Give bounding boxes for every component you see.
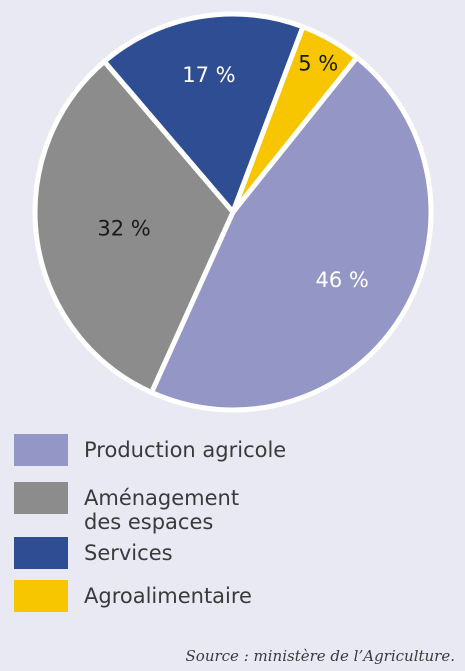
legend-swatch <box>14 482 68 514</box>
slice-label-services: 17 % <box>182 63 235 87</box>
legend-swatch <box>14 537 68 569</box>
slice-label-amenagement-des-espaces: 32 % <box>97 216 150 240</box>
legend-label-line: Agroalimentaire <box>84 584 252 608</box>
legend-item-production-agricole: Production agricole <box>14 434 286 466</box>
legend-label-line: des espaces <box>84 510 214 534</box>
pie-chart: 46 % 32 % 17 % 5 % <box>32 11 434 413</box>
legend-label-line: Production agricole <box>84 438 287 462</box>
legend-item-amenagement-des-espaces: Aménagement des espaces <box>14 482 239 534</box>
legend-label-line: Aménagement <box>84 486 240 510</box>
slice-services <box>101 11 306 215</box>
slice-amenagement-des-espaces <box>32 58 236 395</box>
source-note: Source : ministère de l’Agriculture. <box>185 647 455 665</box>
legend-label: Production agricole <box>84 438 286 462</box>
slice-label-agroalimentaire: 5 % <box>298 52 338 76</box>
legend-item-services: Services <box>14 537 173 569</box>
legend-swatch <box>14 434 68 466</box>
legend-label: Agroalimentaire <box>84 584 252 608</box>
legend-swatch <box>14 580 68 612</box>
legend-label: Aménagement des espaces <box>84 486 239 534</box>
legend-label-line: Services <box>84 541 173 565</box>
legend-label: Services <box>84 541 173 565</box>
legend-item-agroalimentaire: Agroalimentaire <box>14 580 252 612</box>
slice-agroalimentaire <box>230 24 360 215</box>
slice-label-production-agricole: 46 % <box>315 268 368 292</box>
slice-production-agricole <box>149 54 434 413</box>
